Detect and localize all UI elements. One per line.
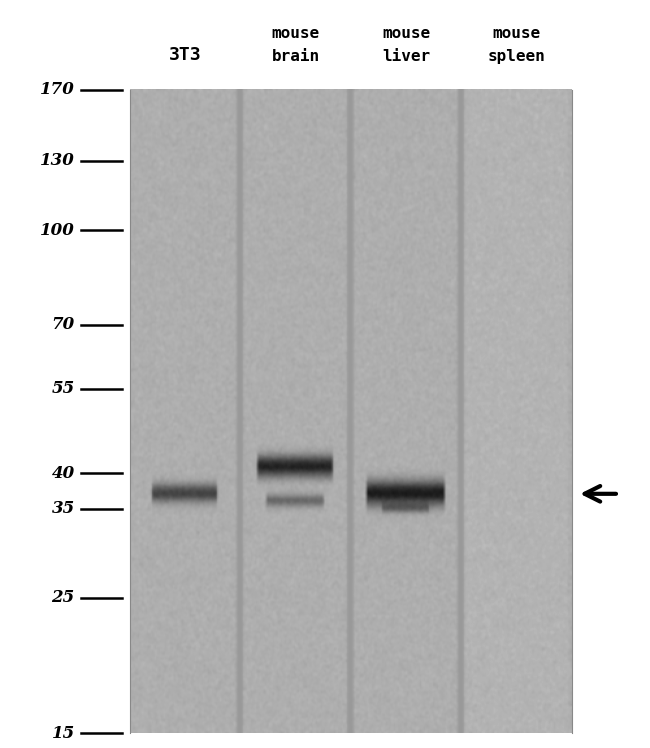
Text: mouse: mouse	[382, 26, 430, 41]
Text: 35: 35	[51, 500, 75, 517]
Text: brain: brain	[272, 49, 320, 64]
Text: mouse: mouse	[493, 26, 541, 41]
Text: mouse: mouse	[272, 26, 320, 41]
Text: 3T3: 3T3	[169, 46, 202, 64]
Text: 170: 170	[40, 82, 75, 98]
Text: 40: 40	[51, 465, 75, 482]
Text: 100: 100	[40, 222, 75, 239]
Text: spleen: spleen	[488, 49, 545, 64]
Text: liver: liver	[382, 49, 430, 64]
Text: 130: 130	[40, 153, 75, 169]
Text: 25: 25	[51, 589, 75, 606]
Text: 70: 70	[51, 316, 75, 334]
Text: 15: 15	[51, 725, 75, 741]
Text: 55: 55	[51, 380, 75, 397]
